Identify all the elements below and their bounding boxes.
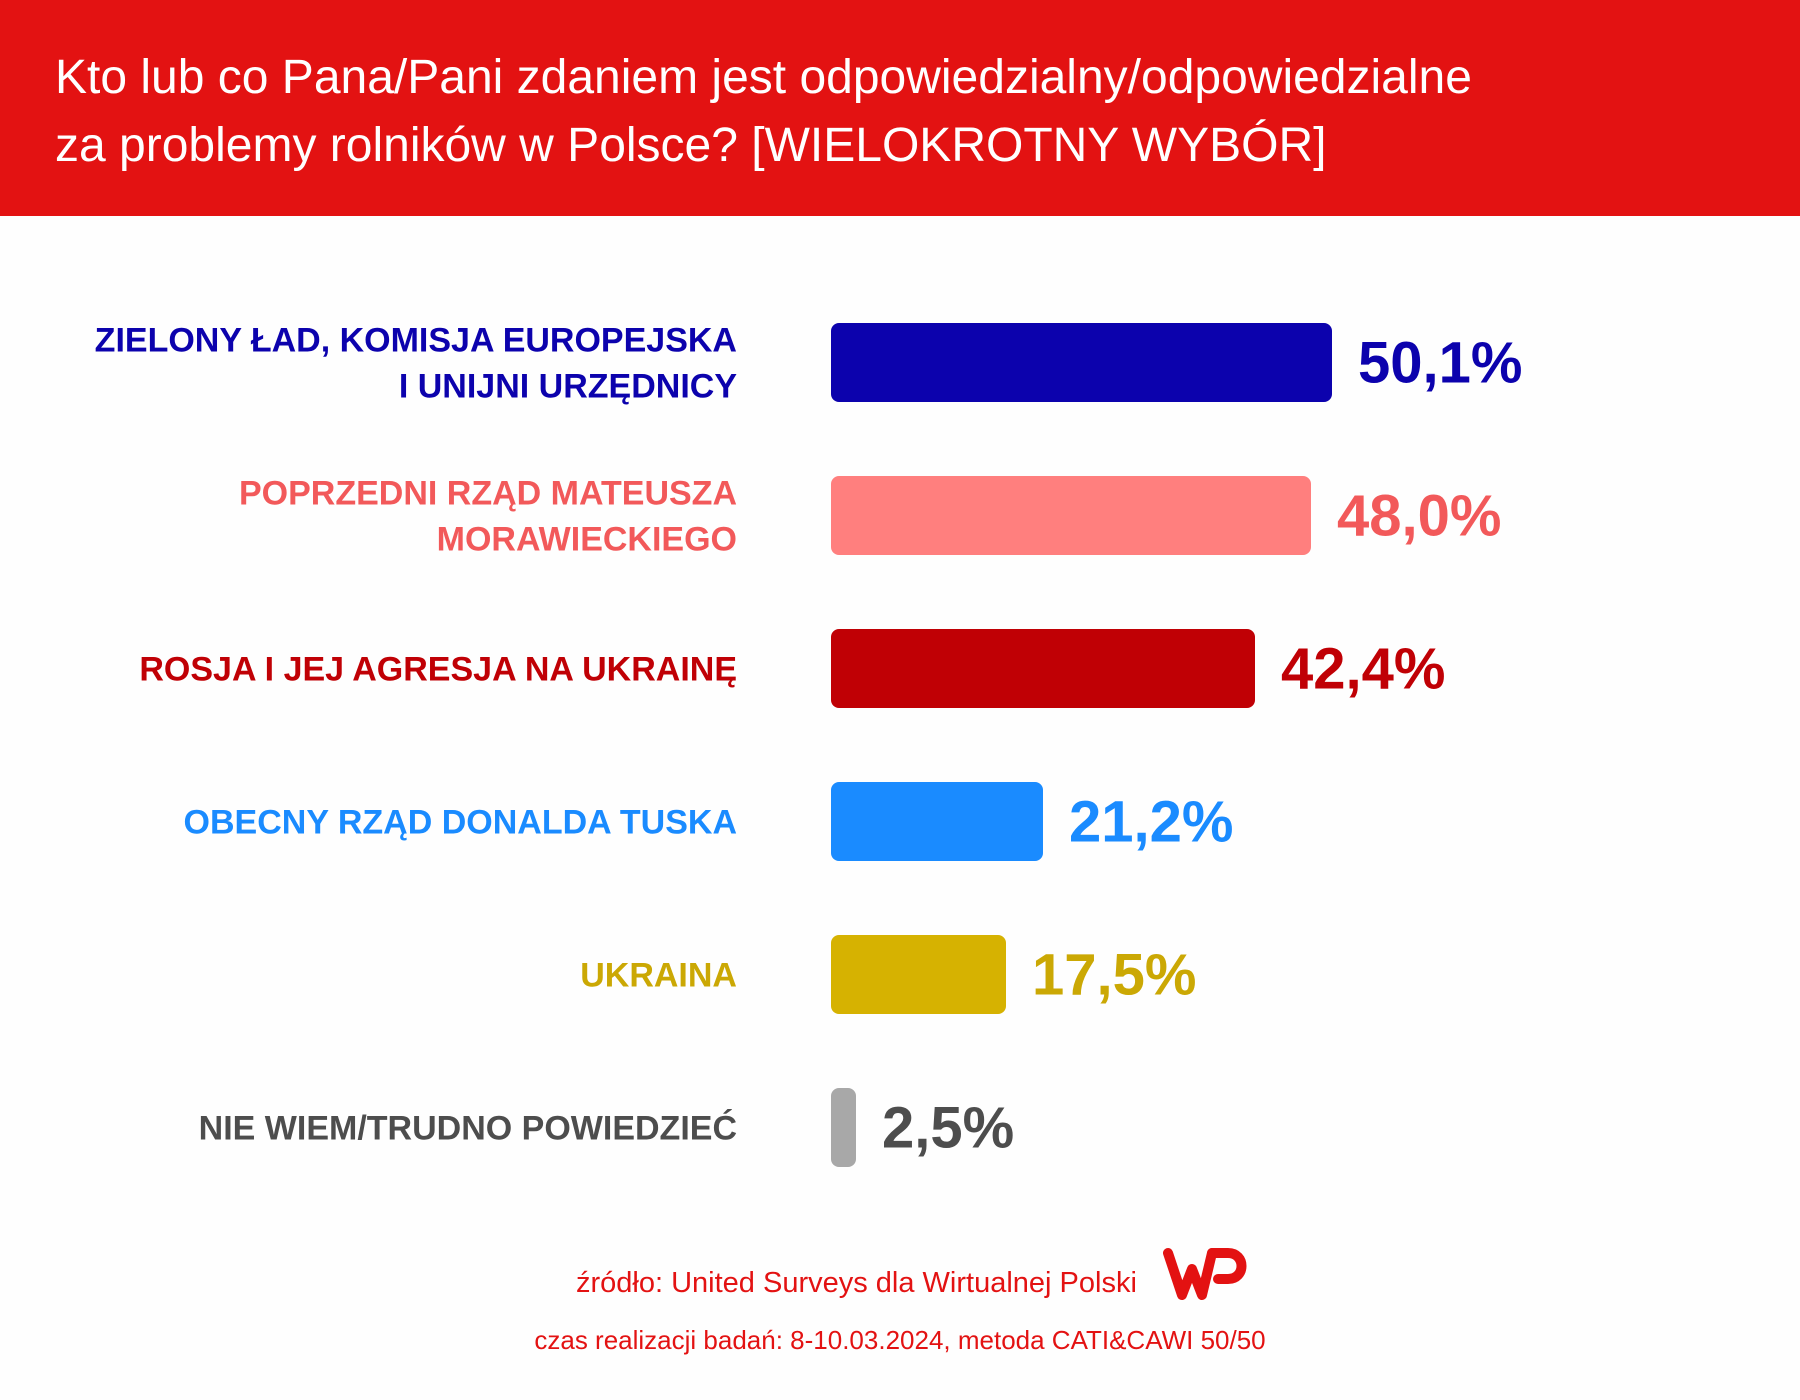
source-note: źródło: United Surveys dla Wirtualnej Po…	[576, 1267, 1137, 1299]
bar-3	[831, 629, 1255, 708]
category-label-2: POPRZEDNI RZĄD MATEUSZA MORAWIECKIEGO	[239, 475, 737, 559]
category-label-line: ROSJA I JEJ AGRESJA NA UKRAINĘ	[139, 651, 737, 689]
category-label-6: NIE WIEM/TRUDNO POWIEDZIEĆ	[199, 1110, 737, 1148]
value-label-3: 42,4%	[1281, 637, 1445, 702]
category-label-line: MORAWIECKIEGO	[437, 521, 737, 559]
category-label-line: UKRAINA	[580, 957, 737, 995]
bar-2	[831, 476, 1311, 555]
wp-logo	[1163, 1248, 1247, 1300]
bar-1	[831, 323, 1332, 402]
bar-5	[831, 935, 1006, 1014]
category-label-line: OBECNY RZĄD DONALDA TUSKA	[184, 804, 737, 842]
title-line-2: za problemy rolników w Polsce? [WIELOKRO…	[55, 119, 1327, 172]
category-label-1: ZIELONY ŁAD, KOMISJA EUROPEJSKA I UNIJNI …	[95, 322, 738, 406]
value-label-5: 17,5%	[1032, 943, 1196, 1008]
category-label-5: UKRAINA	[580, 957, 737, 995]
value-label-2: 48,0%	[1337, 484, 1501, 549]
chart-title: Kto lub co Pana/Pani zdaniem jest odpowi…	[55, 44, 1755, 180]
category-label-line: ZIELONY ŁAD, KOMISJA EUROPEJSKA	[95, 322, 737, 360]
category-label-line: NIE WIEM/TRUDNO POWIEDZIEĆ	[199, 1110, 737, 1148]
bar-4	[831, 782, 1043, 861]
value-label-4: 21,2%	[1069, 790, 1233, 855]
survey-period-note: czas realizacji badań: 8-10.03.2024, met…	[534, 1325, 1266, 1355]
category-label-line: I UNIJNI URZĘDNICY	[399, 368, 737, 406]
category-label-3: ROSJA I JEJ AGRESJA NA UKRAINĘ	[139, 651, 737, 689]
bar-chart: 50,1% ZIELONY ŁAD, KOMISJA EUROPEJSKA I UN…	[95, 322, 1522, 1167]
header-banner: Kto lub co Pana/Pani zdaniem jest odpowi…	[0, 0, 1800, 216]
title-line-1: Kto lub co Pana/Pani zdaniem jest odpowi…	[55, 51, 1472, 104]
value-label-6: 2,5%	[882, 1096, 1014, 1161]
value-label-1: 50,1%	[1358, 331, 1522, 396]
category-label-4: OBECNY RZĄD DONALDA TUSKA	[184, 804, 737, 842]
bar-6	[831, 1088, 856, 1167]
category-label-line: POPRZEDNI RZĄD MATEUSZA	[239, 475, 737, 513]
